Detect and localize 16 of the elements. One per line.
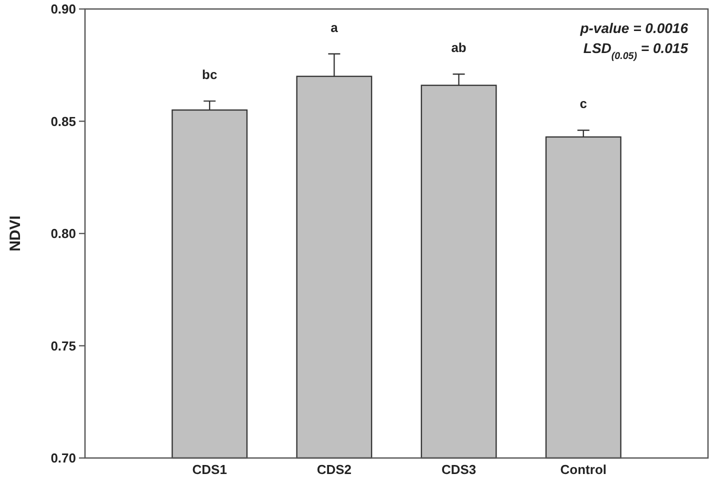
x-tick-label: CDS1: [192, 462, 227, 477]
annotation: LSD$_{(0.05)}$ = 0.015: [583, 40, 688, 62]
x-tick-label: CDS2: [316, 462, 352, 477]
y-tick-label: 0.75: [50, 338, 76, 354]
x-tick-label: CDS3: [441, 462, 476, 477]
annotation: a: [330, 20, 339, 35]
y-tick-label: 0.85: [50, 114, 76, 129]
annotation: ab: [451, 40, 466, 56]
annotation: bc: [202, 67, 218, 82]
y-tick-label: 0.70: [50, 450, 76, 466]
y-tick-label: 0.80: [50, 226, 76, 242]
x-tick-label: Control: [560, 462, 607, 477]
y-axis-title: NDVI: [7, 216, 24, 252]
y-tick-label: 0.90: [50, 2, 76, 17]
annotation: p-value = 0.0016: [579, 20, 688, 36]
annotation: c: [580, 96, 588, 112]
